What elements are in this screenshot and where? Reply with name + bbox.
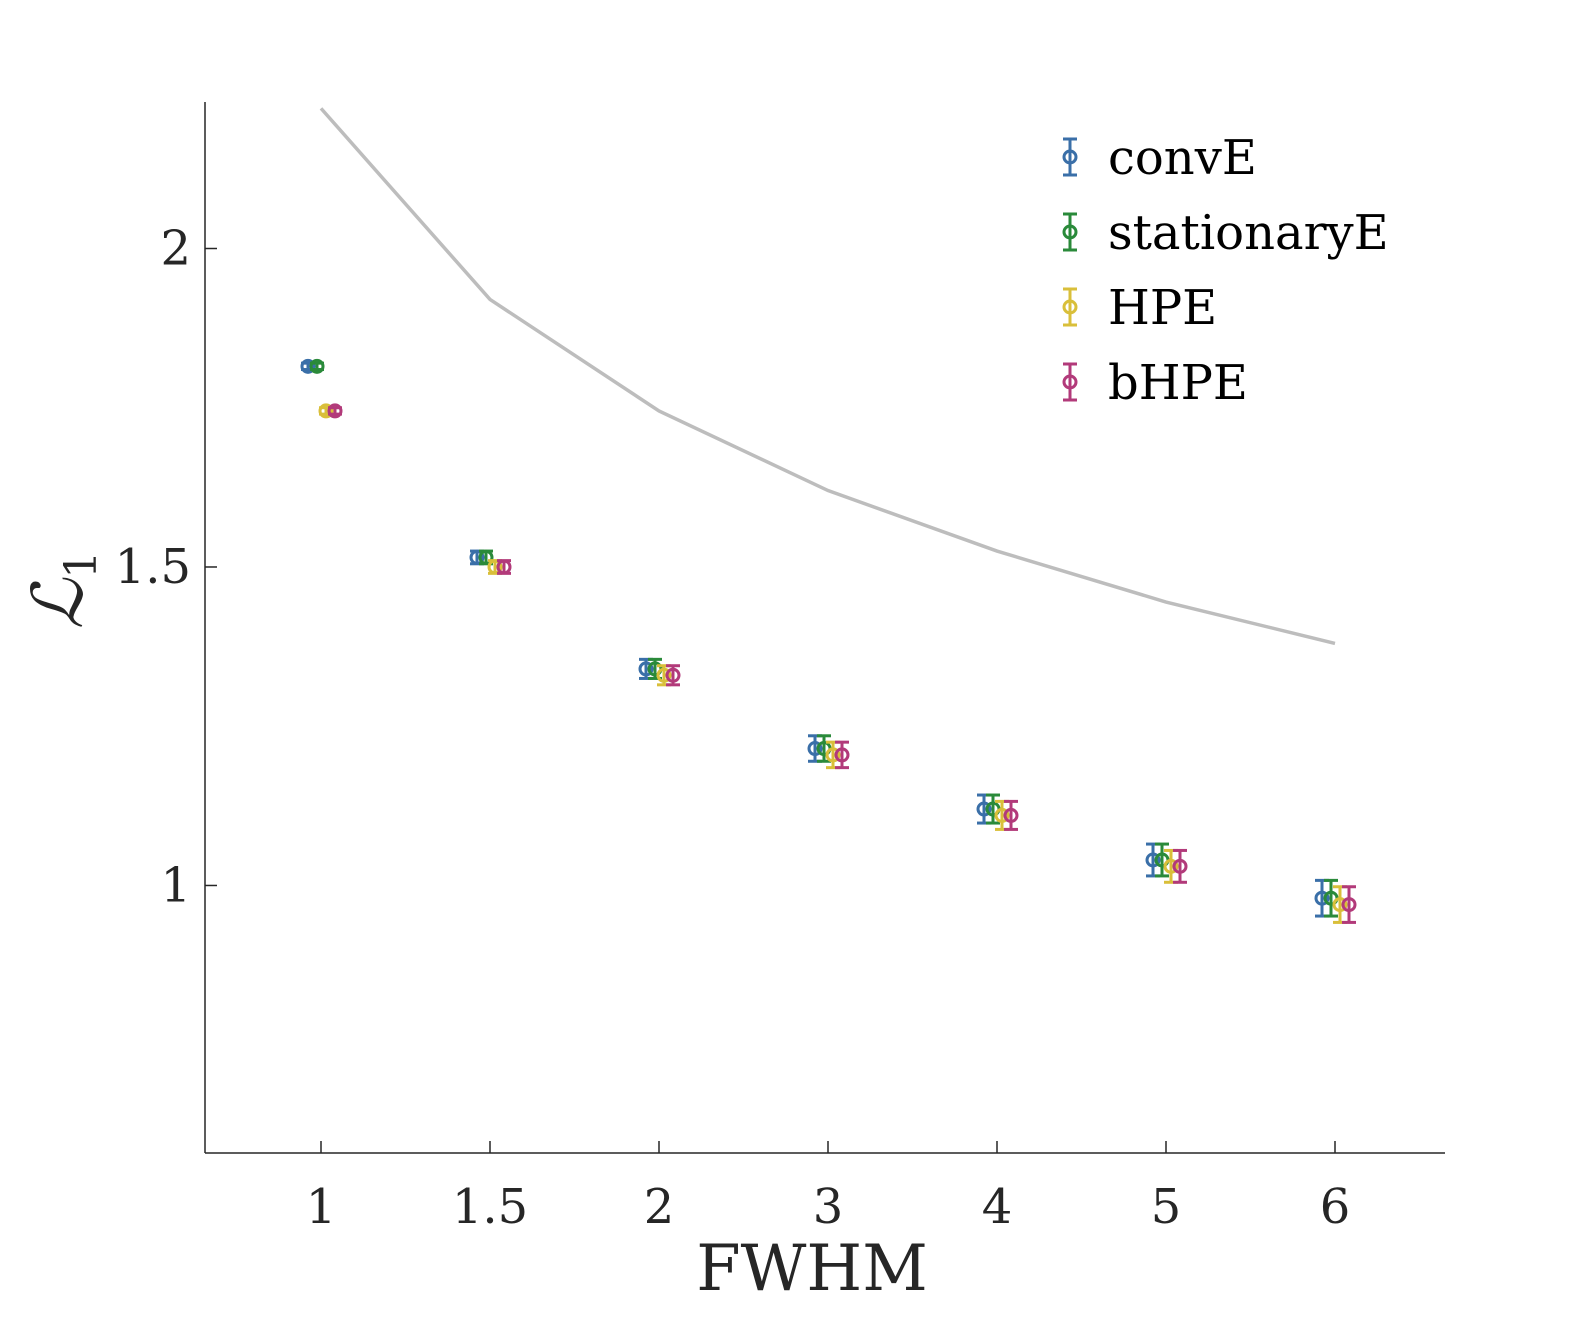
y-axis-title-main: ℒ <box>17 577 99 629</box>
data-point-convE <box>807 734 823 763</box>
axis-titles: FWHM ℒ1 <box>17 551 928 1306</box>
point-marker <box>656 667 672 683</box>
x-tick-label: 4 <box>982 1179 1013 1235</box>
point-marker <box>469 549 485 565</box>
axes: 1 1.5 2 1 1.5 2 3 4 5 6 <box>115 102 1445 1235</box>
data-point-convE <box>1145 842 1161 878</box>
point-marker <box>976 801 992 817</box>
data-point-convE <box>1314 878 1330 918</box>
point-marker <box>638 661 654 677</box>
data-point-bHPE <box>1341 885 1357 924</box>
point-marker <box>834 747 850 763</box>
x-tick-label: 3 <box>813 1179 844 1235</box>
data-point-bHPE <box>665 664 681 687</box>
legend-item-bHPE: bHPE <box>1062 355 1248 411</box>
point-marker <box>487 559 503 575</box>
data-point-bHPE <box>327 403 343 419</box>
y-tick-label: 2 <box>160 221 191 277</box>
point-marker <box>825 747 841 763</box>
point-marker <box>309 358 325 374</box>
legend-label: convE <box>1108 130 1257 186</box>
point-marker <box>994 807 1010 823</box>
x-tick-label: 6 <box>1320 1179 1351 1235</box>
svg-text:ℒ1: ℒ1 <box>17 551 107 629</box>
point-marker <box>1332 897 1348 913</box>
series-stationaryE <box>309 358 1339 918</box>
point-marker <box>327 403 343 419</box>
x-tick-label: 1 <box>306 1179 337 1235</box>
point-marker <box>1341 897 1357 913</box>
x-tick-label: 1.5 <box>452 1179 528 1235</box>
legend-label: HPE <box>1108 280 1217 336</box>
point-marker <box>1314 890 1330 906</box>
y-axis-title: ℒ1 <box>17 551 107 629</box>
series-bHPE <box>327 403 1357 924</box>
legend-item-stationaryE: stationaryE <box>1062 205 1389 261</box>
legend-marker <box>1062 299 1078 315</box>
legend: convE stationaryE HPE bHPE <box>1062 130 1389 411</box>
reference-line-group <box>319 107 1336 646</box>
point-marker <box>1163 858 1179 874</box>
data-point-convE <box>638 657 654 680</box>
x-tick-label: 5 <box>1151 1179 1182 1235</box>
point-marker <box>496 559 512 575</box>
x-axis-title: FWHM <box>696 1232 928 1306</box>
point-marker <box>665 667 681 683</box>
legend-label: stationaryE <box>1108 205 1389 261</box>
data-point-stationaryE <box>309 358 325 374</box>
point-marker <box>1172 858 1188 874</box>
series-convE <box>300 358 1330 918</box>
data-points <box>300 358 1357 924</box>
legend-label: bHPE <box>1108 355 1248 411</box>
data-point-convE <box>976 793 992 825</box>
series-HPE <box>318 403 1348 924</box>
data-point-bHPE <box>834 740 850 770</box>
data-point-bHPE <box>496 559 512 575</box>
legend-marker <box>1062 149 1078 165</box>
data-point-HPE <box>825 740 841 770</box>
x-tick-label: 2 <box>644 1179 675 1235</box>
data-point-HPE <box>656 664 672 687</box>
legend-item-HPE: HPE <box>1062 280 1217 336</box>
point-marker <box>318 403 334 419</box>
y-tick-label: 1 <box>160 857 191 913</box>
legend-marker <box>1062 224 1078 240</box>
point-marker <box>478 549 494 565</box>
point-marker <box>807 741 823 757</box>
point-marker <box>300 358 316 374</box>
point-marker <box>1003 807 1019 823</box>
y-axis-title-subscript: 1 <box>56 551 107 579</box>
legend-marker <box>1062 374 1078 390</box>
reference-line <box>319 107 1336 646</box>
y-tick-label: 1.5 <box>115 539 191 595</box>
point-marker <box>1145 852 1161 868</box>
data-point-bHPE <box>1172 848 1188 884</box>
legend-item-convE: convE <box>1062 130 1257 186</box>
data-point-stationaryE <box>647 657 663 680</box>
data-point-bHPE <box>1003 799 1019 831</box>
